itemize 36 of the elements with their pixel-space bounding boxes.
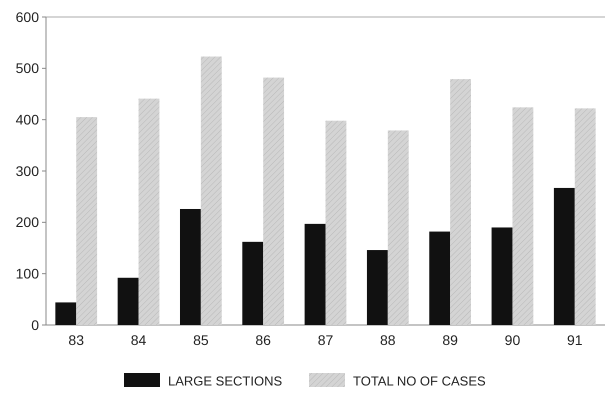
y-tick-label: 100 bbox=[16, 266, 40, 282]
legend-label: LARGE SECTIONS bbox=[168, 374, 282, 389]
x-tick-label: 91 bbox=[566, 332, 583, 348]
y-tick-label: 400 bbox=[16, 112, 40, 128]
bar bbox=[450, 79, 472, 325]
bar bbox=[366, 250, 388, 325]
y-tick-label: 200 bbox=[16, 214, 40, 230]
y-tick-label: 500 bbox=[16, 60, 40, 76]
x-tick-label: 86 bbox=[255, 332, 272, 348]
bar bbox=[304, 224, 326, 325]
bar bbox=[180, 208, 201, 325]
bar bbox=[492, 227, 512, 325]
x-tick-label: 84 bbox=[130, 332, 147, 348]
bar bbox=[574, 108, 596, 325]
x-tick-label: 85 bbox=[193, 332, 209, 348]
bar bbox=[200, 56, 222, 325]
x-tick-label: 89 bbox=[442, 332, 458, 348]
x-tick-label: 83 bbox=[68, 332, 84, 348]
y-tick-label: 600 bbox=[16, 8, 40, 25]
bar bbox=[512, 107, 534, 325]
y-tick-label: 0 bbox=[31, 316, 40, 333]
x-tick-label: 90 bbox=[504, 332, 520, 348]
bar bbox=[429, 232, 450, 325]
bar bbox=[138, 98, 160, 325]
x-tick-label: 88 bbox=[380, 332, 396, 348]
legend-label: TOTAL NO OF CASES bbox=[353, 374, 486, 389]
bar bbox=[76, 117, 98, 325]
y-tick-label: 300 bbox=[16, 162, 40, 179]
bar bbox=[55, 302, 76, 325]
bar bbox=[118, 278, 139, 325]
bar bbox=[326, 120, 346, 325]
x-tick-label: 87 bbox=[318, 332, 334, 348]
bar bbox=[263, 78, 284, 325]
bar bbox=[242, 242, 264, 325]
bar bbox=[388, 130, 409, 325]
bar bbox=[554, 188, 575, 325]
